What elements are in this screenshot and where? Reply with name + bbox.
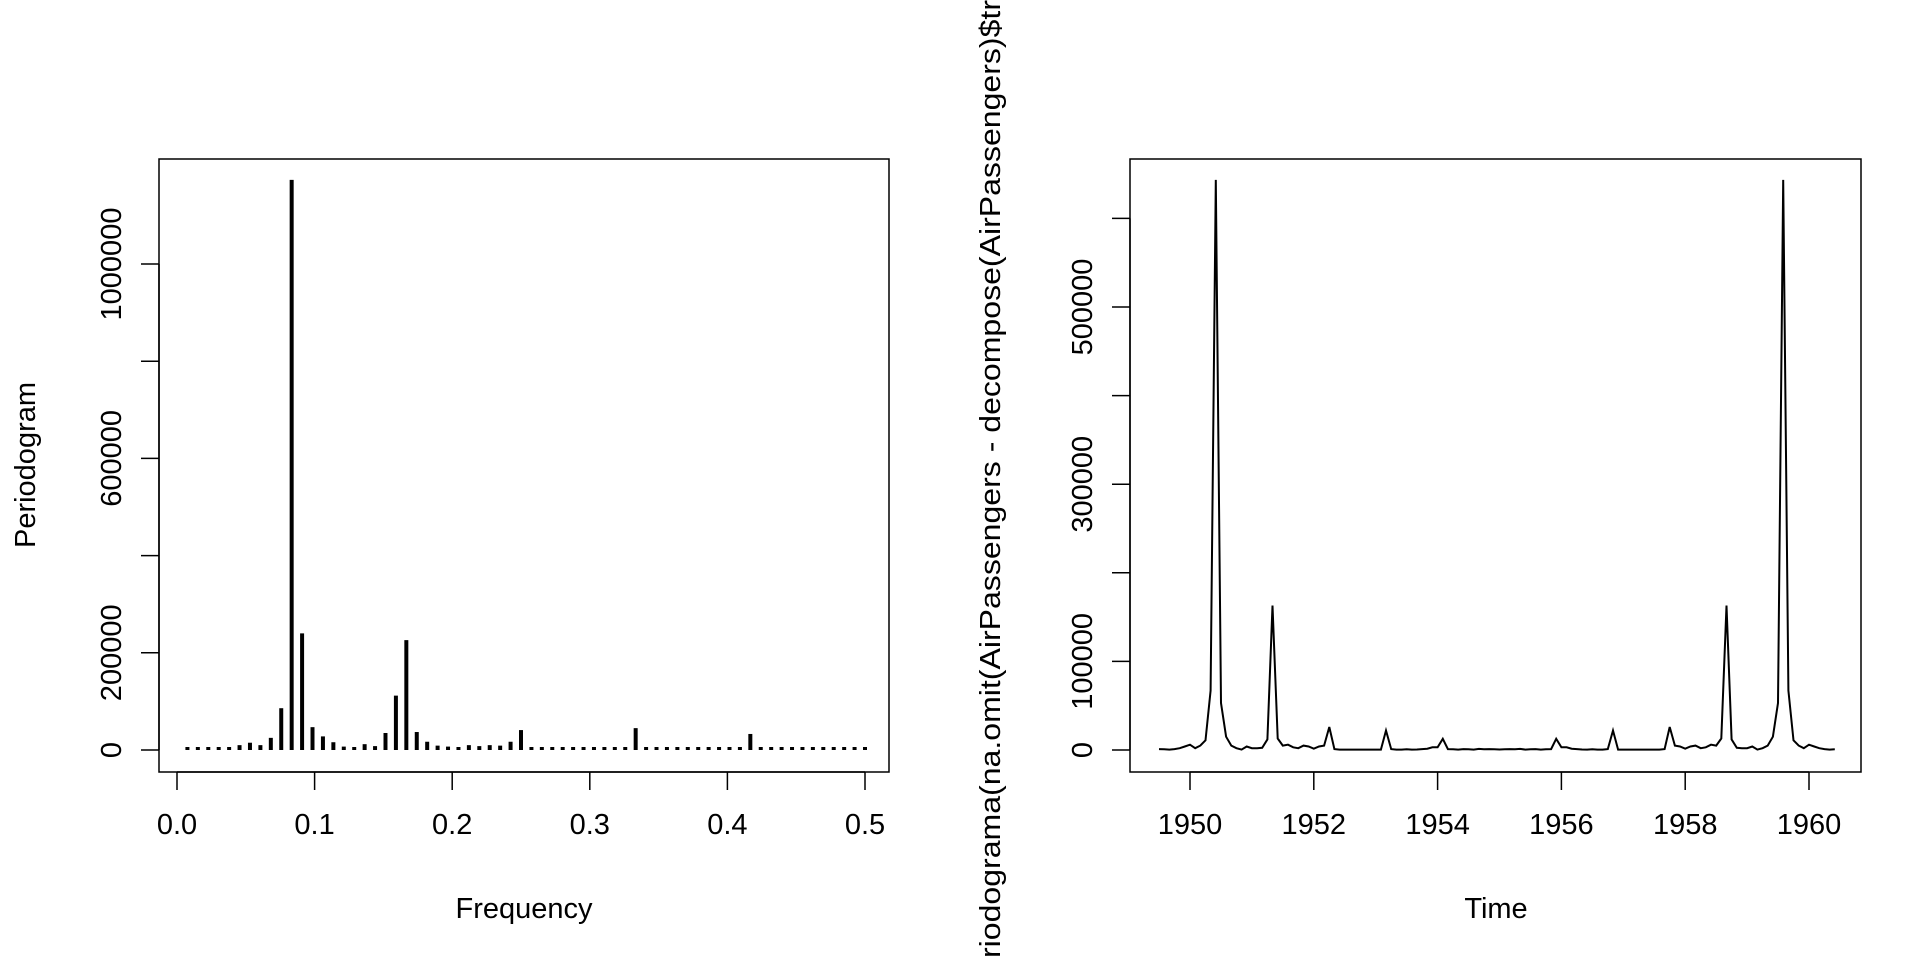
- x-tick-label: 1950: [1158, 809, 1223, 841]
- axes: 0.0 0.1 0.2 0.3 0.4 0.5 0 200000 600000 1000000: [96, 208, 885, 841]
- x-tick-label: 0.2: [432, 809, 472, 841]
- x-tick-label: 0.1: [294, 809, 334, 841]
- y-tick-label: 200000: [96, 604, 128, 701]
- plot-frame: [158, 158, 890, 773]
- x-tick-label: 1952: [1282, 809, 1347, 841]
- y-axis-label: riodograma(na.omit(AirPassengers - decom…: [975, 0, 1007, 958]
- axes: 1950 1952 1954 1956 1958 1960 0 100000 300000 500…: [1067, 217, 1842, 841]
- y-tick-label: 0: [1067, 742, 1099, 758]
- y-tick-label: 500000: [1067, 259, 1099, 356]
- x-tick-label: 0.3: [570, 809, 610, 841]
- x-tick-label: 0.0: [157, 809, 197, 841]
- plot-frame: [1129, 158, 1862, 773]
- series-line: [1158, 179, 1835, 751]
- y-tick-label: 100000: [1067, 613, 1099, 710]
- x-tick-label: 0.4: [707, 809, 747, 841]
- x-tick-label: 1956: [1529, 809, 1594, 841]
- y-tick-label: 0: [96, 742, 128, 758]
- y-tick-label: 300000: [1067, 436, 1099, 533]
- x-tick-label: 1960: [1777, 809, 1842, 841]
- x-axis-label: Frequency: [455, 893, 593, 925]
- x-tick-label: 1954: [1405, 809, 1470, 841]
- y-tick-label: 1000000: [96, 208, 128, 321]
- y-axis-label: Periodogram: [10, 382, 42, 548]
- time-series-plot: 1950 1952 1954 1956 1958 1960 0 100000 300000 500…: [975, 0, 1862, 958]
- y-tick-label: 600000: [96, 410, 128, 507]
- x-tick-label: 0.5: [845, 809, 885, 841]
- x-axis-label: Time: [1464, 893, 1527, 925]
- periodogram-plot: 0.0 0.1 0.2 0.3 0.4 0.5 0 200000 600000 1000000 F…: [10, 158, 890, 925]
- line-series: [1158, 179, 1835, 751]
- x-tick-label: 1958: [1653, 809, 1718, 841]
- bars: [185, 179, 867, 750]
